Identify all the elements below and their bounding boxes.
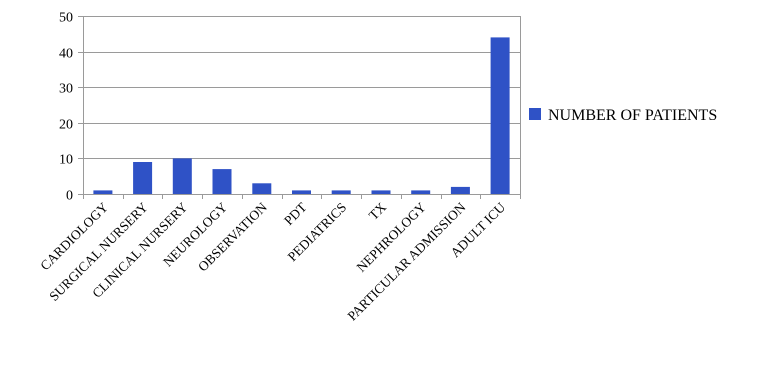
bar [292,190,311,194]
x-tick-label: OBSERVATION [195,199,270,274]
y-tick-label: 40 [59,47,73,62]
legend: NUMBER OF PATIENTS [529,107,717,124]
y-axis-ticks: 0 10 20 30 40 50 [59,11,83,204]
y-tick-label: 10 [59,153,73,168]
bar [172,158,192,194]
y-tick-label: 0 [66,189,73,204]
bars [93,37,510,195]
x-tick-label: PDT [281,199,310,228]
x-tick-label: CARDIOLOGY [37,199,111,273]
axes [83,16,521,199]
bar [252,183,272,194]
y-tick-label: 30 [59,82,73,97]
bar [411,190,431,194]
legend-label: NUMBER OF PATIENTS [548,107,717,124]
bar [371,190,391,194]
x-tick-label: NEPHROLOGY [354,199,429,274]
bar [212,169,232,194]
y-tick-label: 50 [59,11,73,26]
gridlines [83,16,520,159]
y-tick-label: 20 [59,118,73,133]
bar [450,186,470,194]
bar [93,190,113,194]
bar [331,190,351,194]
bar [133,162,153,194]
bar [490,37,510,195]
legend-swatch [529,108,541,120]
x-tick-label: TX [366,199,390,223]
